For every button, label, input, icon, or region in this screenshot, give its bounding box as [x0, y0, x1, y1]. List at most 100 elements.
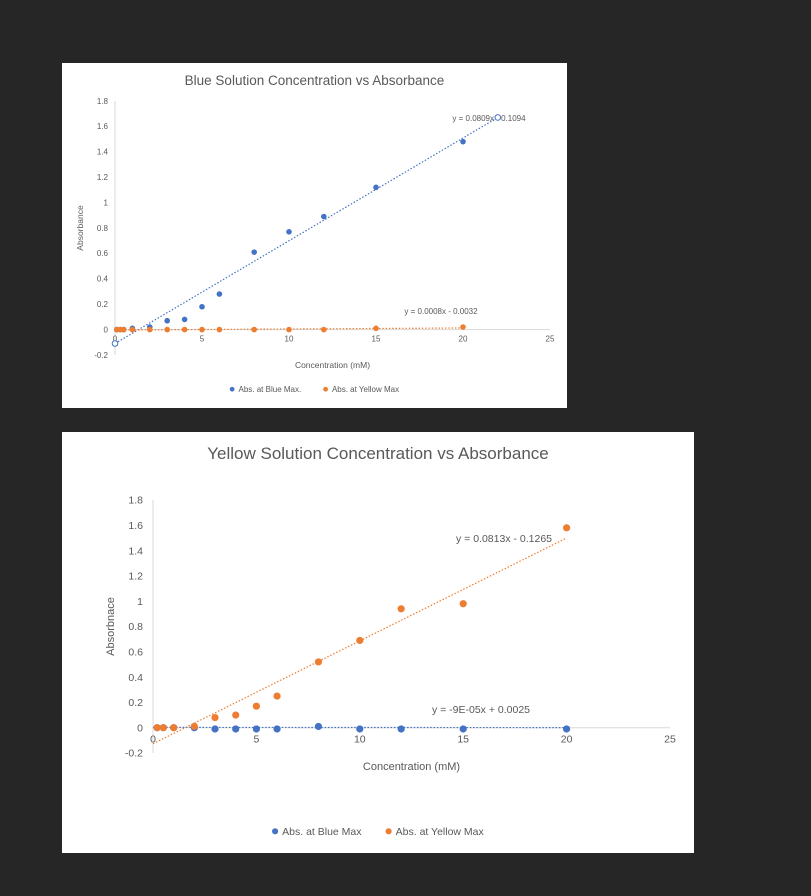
x-tick-label: 0	[113, 335, 118, 344]
data-point	[397, 605, 405, 613]
data-point	[459, 725, 467, 733]
x-tick-label: 15	[372, 335, 381, 344]
data-point	[199, 303, 205, 310]
x-tick-label: 20	[459, 335, 468, 344]
trendline-endpoint-marker	[494, 114, 502, 121]
data-point	[211, 725, 219, 733]
yellow-solution-chart: Yellow Solution Concentration vs Absorba…	[62, 432, 694, 853]
data-point	[273, 725, 281, 733]
trendline-equation: y = 0.0008x - 0.0032	[404, 307, 478, 316]
trendline-endpoint-marker	[111, 340, 119, 347]
trendline-equation: y = -9E-05x + 0.0025	[432, 704, 530, 716]
yellow-solution-chart-svg: Yellow Solution Concentration vs Absorba…	[105, 444, 676, 838]
data-point	[211, 713, 219, 722]
x-axis-title: Concentration (mM)	[295, 360, 370, 370]
data-point	[153, 724, 161, 732]
data-point	[164, 326, 170, 333]
data-point	[252, 702, 260, 710]
y-tick-label: 0.4	[128, 672, 143, 684]
data-point	[120, 326, 127, 333]
x-tick-label: 25	[546, 335, 555, 344]
y-tick-label: 0.8	[128, 621, 143, 633]
y-tick-label: 0.4	[97, 275, 109, 284]
data-point	[190, 722, 198, 731]
x-tick-label: 0	[150, 734, 156, 746]
y-tick-label: 0.8	[97, 224, 109, 233]
data-point	[216, 291, 223, 297]
x-tick-label: 25	[664, 734, 676, 746]
y-tick-label: 1.2	[128, 571, 143, 583]
x-tick-label: 15	[457, 734, 469, 746]
data-point	[181, 326, 188, 333]
legend-marker	[323, 386, 328, 392]
data-point	[251, 249, 257, 255]
data-point	[286, 229, 292, 235]
data-point	[147, 326, 153, 333]
data-point	[273, 692, 281, 700]
x-tick-label: 10	[354, 734, 366, 746]
data-point	[216, 326, 223, 333]
chart-title: Yellow Solution Concentration vs Absorba…	[207, 444, 548, 463]
data-point	[314, 658, 323, 666]
y-tick-label: 0.6	[97, 249, 109, 258]
legend-label: Abs. at Blue Max	[282, 826, 362, 838]
legend-label: Abs. at Blue Max.	[239, 385, 302, 394]
y-axis-title: Absorbnace	[105, 597, 117, 656]
data-point	[232, 711, 240, 719]
y-tick-label: 1	[104, 198, 109, 207]
y-tick-label: 0	[137, 722, 143, 734]
data-point	[460, 324, 466, 330]
data-point	[181, 316, 188, 323]
data-point	[459, 600, 467, 608]
x-tick-label: 20	[561, 734, 573, 746]
data-point	[286, 326, 292, 333]
y-tick-label: 0.2	[128, 697, 143, 709]
data-point	[397, 725, 405, 733]
data-point	[199, 326, 205, 333]
trendline-blue-max	[114, 116, 499, 345]
chart-title: Blue Solution Concentration vs Absorbanc…	[185, 73, 445, 88]
y-tick-label: 1.2	[97, 173, 109, 182]
trendline-yellow-max	[152, 537, 567, 745]
y-tick-label: 1	[137, 596, 143, 608]
data-point	[321, 326, 327, 333]
data-point	[252, 725, 260, 733]
y-tick-label: 0	[104, 325, 109, 334]
data-point	[129, 326, 136, 333]
blue-solution-chart-svg: Blue Solution Concentration vs Absorbanc…	[75, 73, 555, 394]
y-tick-label: 1.6	[128, 520, 143, 532]
data-point	[164, 317, 170, 324]
data-point	[356, 636, 364, 645]
blue-solution-chart: Blue Solution Concentration vs Absorbanc…	[62, 63, 567, 408]
data-point	[460, 138, 466, 145]
legend-label: Abs. at Yellow Max	[396, 826, 485, 838]
y-axis-title: Absorbance	[75, 205, 85, 251]
legend-label: Abs. at Yellow Max	[332, 385, 399, 394]
legend-marker	[229, 386, 235, 392]
data-point	[563, 524, 571, 532]
data-point	[356, 725, 364, 733]
data-point	[232, 725, 240, 733]
data-point	[159, 724, 167, 732]
y-tick-label: 1.6	[97, 122, 109, 131]
y-tick-label: 1.4	[128, 545, 143, 557]
data-point	[321, 213, 327, 220]
data-point	[373, 184, 379, 191]
y-tick-label: 0.2	[97, 300, 109, 309]
data-point	[314, 722, 323, 731]
x-tick-label: 5	[200, 335, 205, 344]
data-point	[170, 724, 178, 732]
x-tick-label: 10	[285, 335, 294, 344]
y-tick-label: 1.8	[128, 495, 143, 507]
data-point	[251, 326, 257, 333]
legend-marker	[385, 828, 392, 835]
data-point	[373, 325, 379, 332]
trendline-equation: y = 0.0809x - 0.1094	[452, 114, 526, 123]
y-tick-label: -0.2	[125, 748, 143, 760]
y-tick-label: 0.6	[128, 646, 143, 658]
x-tick-label: 5	[253, 734, 259, 746]
x-axis-title: Concentration (mM)	[363, 761, 460, 773]
data-point	[563, 725, 571, 733]
trendline-equation: y = 0.0813x - 0.1265	[456, 533, 552, 545]
y-tick-label: 1.8	[97, 97, 109, 106]
